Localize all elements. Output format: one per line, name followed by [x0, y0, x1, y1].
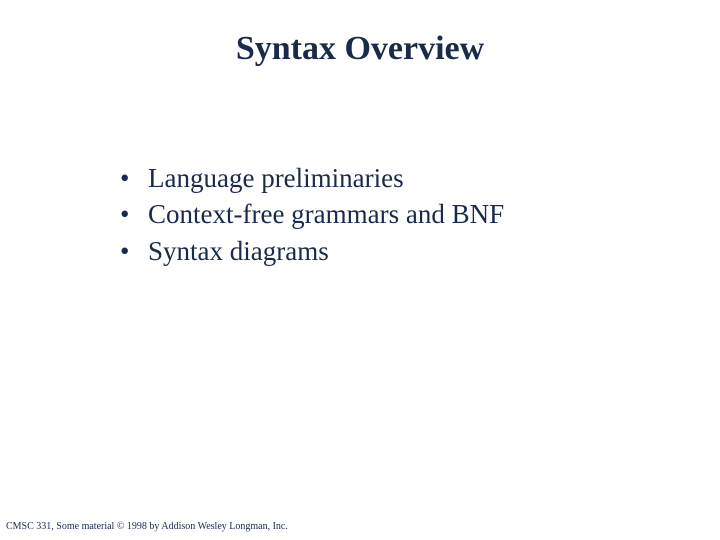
list-item: Language preliminaries	[120, 160, 504, 196]
list-item: Syntax diagrams	[120, 233, 504, 269]
list-item: Context-free grammars and BNF	[120, 196, 504, 232]
footer-text: CMSC 331, Some material © 1998 by Addiso…	[6, 521, 288, 532]
slide: Syntax Overview Language preliminaries C…	[0, 0, 720, 540]
slide-title: Syntax Overview	[0, 30, 720, 68]
bullet-list: Language preliminaries Context-free gram…	[120, 160, 504, 269]
